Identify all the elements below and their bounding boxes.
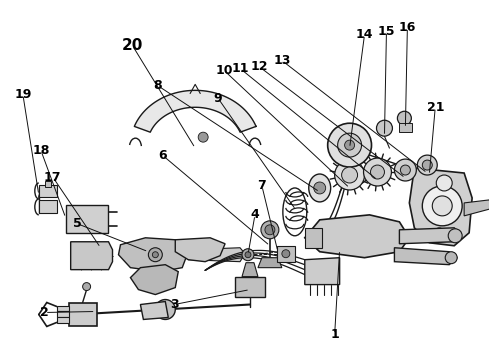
Circle shape <box>261 221 279 239</box>
Polygon shape <box>71 242 113 270</box>
Circle shape <box>376 120 392 136</box>
Circle shape <box>436 175 452 191</box>
Circle shape <box>364 158 392 186</box>
Polygon shape <box>464 200 490 216</box>
Text: 14: 14 <box>356 28 373 41</box>
Circle shape <box>148 248 162 262</box>
Text: 17: 17 <box>44 171 61 184</box>
Circle shape <box>83 283 91 291</box>
Circle shape <box>314 182 326 194</box>
Polygon shape <box>57 311 69 318</box>
Text: 18: 18 <box>32 144 49 157</box>
Text: 10: 10 <box>215 64 233 77</box>
Polygon shape <box>409 168 472 246</box>
Polygon shape <box>305 228 322 248</box>
Circle shape <box>448 229 462 243</box>
Text: 15: 15 <box>378 25 395 38</box>
Text: 2: 2 <box>40 306 49 319</box>
Circle shape <box>242 249 254 261</box>
Circle shape <box>434 228 444 238</box>
Polygon shape <box>69 302 97 327</box>
Polygon shape <box>39 200 57 213</box>
Polygon shape <box>399 123 413 132</box>
Text: 7: 7 <box>258 180 266 193</box>
Text: 21: 21 <box>426 101 444 114</box>
Polygon shape <box>242 263 258 276</box>
Polygon shape <box>57 318 69 323</box>
Polygon shape <box>235 276 265 297</box>
Polygon shape <box>66 205 107 233</box>
Text: 20: 20 <box>122 38 143 53</box>
Ellipse shape <box>309 174 331 202</box>
Text: 19: 19 <box>14 88 31 101</box>
Text: 8: 8 <box>153 79 162 92</box>
Circle shape <box>265 225 275 235</box>
Polygon shape <box>175 238 225 262</box>
Text: 16: 16 <box>399 21 416 34</box>
Text: 6: 6 <box>158 149 167 162</box>
Text: 4: 4 <box>250 208 259 221</box>
Circle shape <box>394 159 416 181</box>
Circle shape <box>422 186 462 226</box>
Circle shape <box>328 123 371 167</box>
Circle shape <box>335 160 365 190</box>
Text: 1: 1 <box>330 328 339 341</box>
Circle shape <box>422 160 432 170</box>
Circle shape <box>282 250 290 258</box>
Polygon shape <box>119 238 188 272</box>
Polygon shape <box>305 215 409 258</box>
Circle shape <box>198 132 208 142</box>
Circle shape <box>338 133 362 157</box>
Polygon shape <box>141 302 168 319</box>
Polygon shape <box>188 248 245 262</box>
Text: 5: 5 <box>74 217 82 230</box>
Circle shape <box>432 196 452 216</box>
Circle shape <box>445 252 457 264</box>
Polygon shape <box>305 258 340 285</box>
Text: 3: 3 <box>170 298 178 311</box>
Text: 12: 12 <box>250 60 268 73</box>
Text: 9: 9 <box>214 92 222 105</box>
Polygon shape <box>134 90 256 132</box>
Polygon shape <box>57 306 69 311</box>
Polygon shape <box>399 228 461 244</box>
Circle shape <box>417 155 437 175</box>
Circle shape <box>397 111 412 125</box>
Circle shape <box>155 300 175 319</box>
Polygon shape <box>130 265 178 294</box>
Text: 11: 11 <box>231 62 249 75</box>
Polygon shape <box>45 181 51 187</box>
Circle shape <box>152 252 158 258</box>
Polygon shape <box>394 248 457 265</box>
Circle shape <box>344 140 355 150</box>
Circle shape <box>245 252 251 258</box>
Circle shape <box>342 167 358 183</box>
Polygon shape <box>277 246 295 262</box>
Text: 13: 13 <box>273 54 291 67</box>
Circle shape <box>400 165 410 175</box>
Polygon shape <box>39 185 57 197</box>
Polygon shape <box>258 258 282 268</box>
Circle shape <box>370 165 385 179</box>
